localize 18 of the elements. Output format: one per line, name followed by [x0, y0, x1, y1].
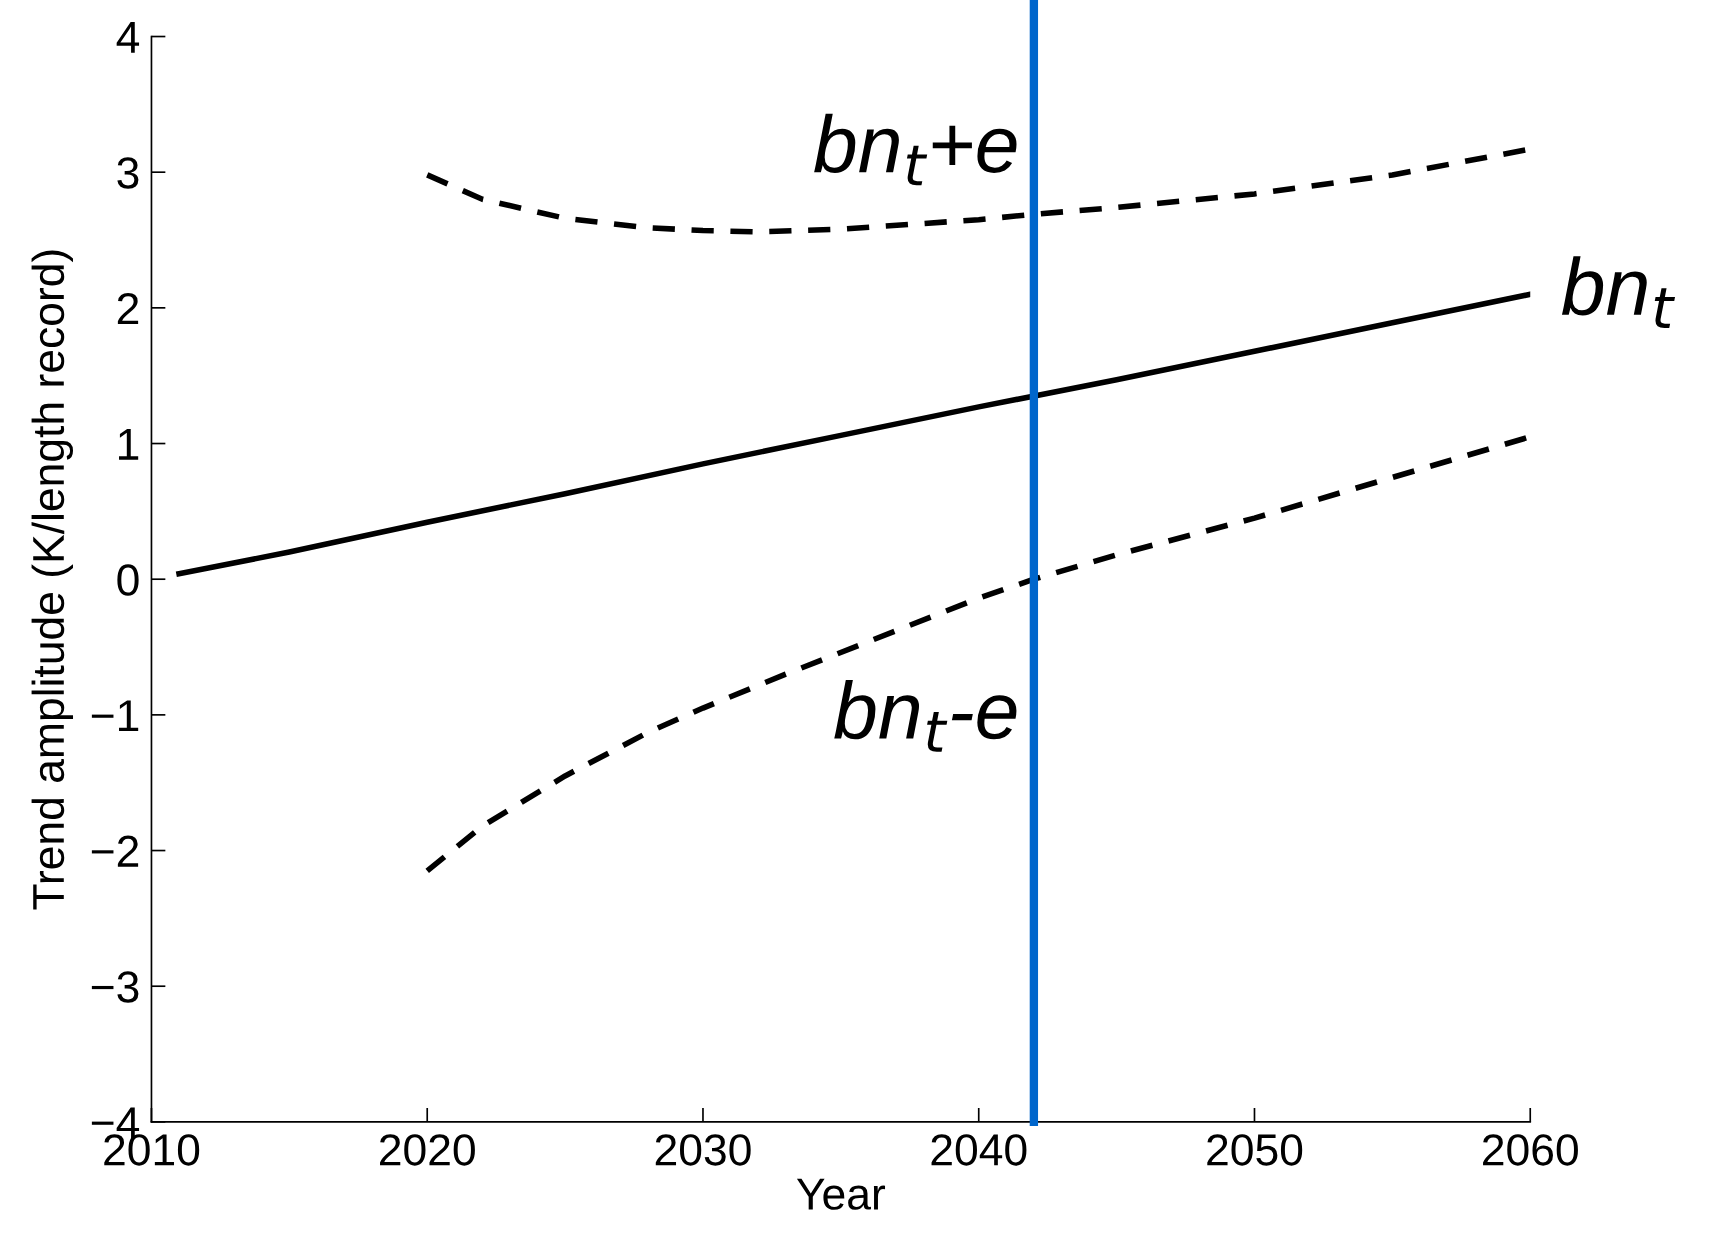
y-tick-label: 2 [117, 292, 139, 324]
y-tick-label: −2 [91, 835, 139, 867]
y-axis-title: Trend amplitude (K/length record) [31, 250, 74, 910]
series-label: bn$_{t}$-e [834, 680, 1017, 752]
y-tick-label: 0 [117, 564, 139, 596]
series-label: bn$_{t}$ [1561, 256, 1676, 328]
x-tick-label: 2040 [931, 1134, 1027, 1166]
y-tick-label: 3 [117, 157, 139, 189]
x-axis-title: Year [796, 1178, 886, 1210]
series-label: bn$_{t}$+e [814, 113, 1017, 186]
y-tick-label: −1 [91, 700, 139, 731]
y-tick-label: 4 [116, 22, 140, 53]
x-tick-label: 2030 [655, 1134, 751, 1166]
y-tick-label: 1 [119, 429, 139, 460]
y-tick-label: −3 [91, 971, 139, 1003]
x-tick-label: 2020 [380, 1134, 475, 1166]
x-tick-label: 2050 [1207, 1134, 1303, 1166]
x-tick-label: 2060 [1483, 1134, 1578, 1166]
